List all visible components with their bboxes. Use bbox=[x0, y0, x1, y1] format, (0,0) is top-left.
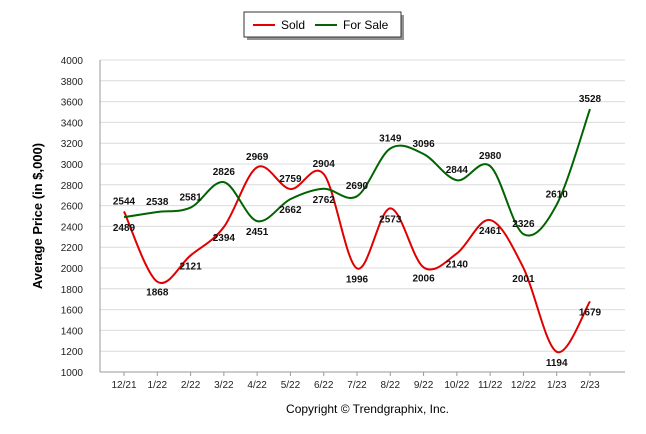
x-tick-label: 2/23 bbox=[580, 380, 600, 391]
x-tick-label: 12/22 bbox=[511, 380, 536, 391]
y-tick-label: 1800 bbox=[61, 285, 84, 296]
series-line-for-sale bbox=[123, 108, 591, 237]
data-label-sold: 2121 bbox=[179, 261, 202, 272]
y-tick-label: 2400 bbox=[61, 222, 84, 233]
y-tick-label: 2000 bbox=[61, 264, 84, 275]
data-label-for-sale: 2662 bbox=[279, 205, 302, 216]
x-tick-label: 7/22 bbox=[347, 380, 367, 391]
x-tick-label: 10/22 bbox=[444, 380, 469, 391]
y-axis-title: Average Price (in $,000) bbox=[30, 143, 45, 289]
y-tick-label: 3400 bbox=[61, 118, 84, 129]
data-label-sold: 2006 bbox=[412, 273, 435, 284]
legend: Sold For Sale bbox=[243, 11, 404, 40]
data-label-sold: 2904 bbox=[313, 159, 336, 170]
x-tick-labels: 12/21 1/22 2/22 3/22 4/22 5/22 6/22 7/22 8/22 9/2… bbox=[111, 372, 600, 391]
y-tick-label: 3200 bbox=[61, 139, 84, 150]
data-labels: 2544 1868 2121 2394 2969 2759 2904 1996 2573 2006… bbox=[113, 94, 602, 369]
grid bbox=[100, 59, 625, 373]
data-label-for-sale: 2826 bbox=[213, 167, 236, 178]
x-tick-label: 11/22 bbox=[478, 380, 503, 391]
x-tick-label: 1/22 bbox=[148, 380, 168, 391]
data-label-for-sale: 2451 bbox=[246, 227, 269, 238]
data-label-for-sale: 2844 bbox=[446, 165, 469, 176]
legend-label-for-sale: For Sale bbox=[343, 18, 389, 32]
y-tick-label: 1600 bbox=[61, 306, 84, 317]
y-tick-label: 2800 bbox=[61, 181, 84, 192]
data-label-for-sale: 3528 bbox=[579, 94, 602, 105]
data-label-for-sale: 2980 bbox=[479, 151, 502, 162]
data-label-for-sale: 2489 bbox=[113, 223, 136, 234]
copyright-footer: Copyright © Trendgraphix, Inc. bbox=[286, 402, 449, 416]
data-label-sold: 2140 bbox=[446, 259, 469, 270]
data-label-sold: 2759 bbox=[279, 174, 302, 185]
legend-label-sold: Sold bbox=[281, 18, 305, 32]
x-tick-label: 12/21 bbox=[111, 380, 136, 391]
data-label-for-sale: 2538 bbox=[146, 197, 169, 208]
data-label-sold: 2573 bbox=[379, 214, 402, 225]
x-tick-label: 8/22 bbox=[381, 380, 401, 391]
data-label-sold: 1679 bbox=[579, 307, 602, 318]
y-tick-label: 3000 bbox=[61, 160, 84, 171]
data-label-sold: 1996 bbox=[346, 274, 369, 285]
x-tick-label: 9/22 bbox=[414, 380, 434, 391]
y-tick-label: 3800 bbox=[61, 77, 84, 88]
y-tick-label: 1200 bbox=[61, 347, 84, 358]
x-tick-label: 6/22 bbox=[314, 380, 334, 391]
data-label-for-sale: 2581 bbox=[179, 193, 202, 204]
data-label-sold: 2544 bbox=[113, 196, 136, 207]
data-label-sold: 2969 bbox=[246, 152, 269, 163]
series-line-sold bbox=[123, 165, 591, 353]
y-tick-label: 1400 bbox=[61, 326, 84, 337]
data-label-for-sale: 2610 bbox=[546, 190, 569, 201]
data-label-for-sale: 2690 bbox=[346, 181, 369, 192]
x-tick-label: 3/22 bbox=[214, 380, 234, 391]
x-tick-label: 1/23 bbox=[547, 380, 567, 391]
x-tick-label: 5/22 bbox=[281, 380, 301, 391]
series-lines bbox=[123, 108, 591, 353]
y-tick-labels: 1000 1200 1400 1600 1800 2000 2200 2400 2600 2800… bbox=[61, 56, 84, 379]
y-tick-label: 1000 bbox=[61, 368, 84, 379]
y-tick-label: 2600 bbox=[61, 202, 84, 213]
y-tick-label: 2200 bbox=[61, 243, 84, 254]
y-tick-label: 4000 bbox=[61, 56, 84, 67]
data-label-sold: 2394 bbox=[213, 233, 236, 244]
x-tick-label: 4/22 bbox=[247, 380, 267, 391]
x-tick-label: 2/22 bbox=[181, 380, 201, 391]
data-label-for-sale: 3149 bbox=[379, 134, 402, 145]
data-label-sold: 2461 bbox=[479, 226, 502, 237]
data-label-sold: 2001 bbox=[512, 274, 535, 285]
data-label-for-sale: 3096 bbox=[412, 139, 435, 150]
data-label-for-sale: 2326 bbox=[512, 219, 535, 230]
data-label-sold: 1194 bbox=[546, 358, 568, 369]
data-label-for-sale: 2762 bbox=[313, 195, 336, 206]
data-label-sold: 1868 bbox=[146, 288, 169, 299]
y-tick-label: 3600 bbox=[61, 98, 84, 109]
